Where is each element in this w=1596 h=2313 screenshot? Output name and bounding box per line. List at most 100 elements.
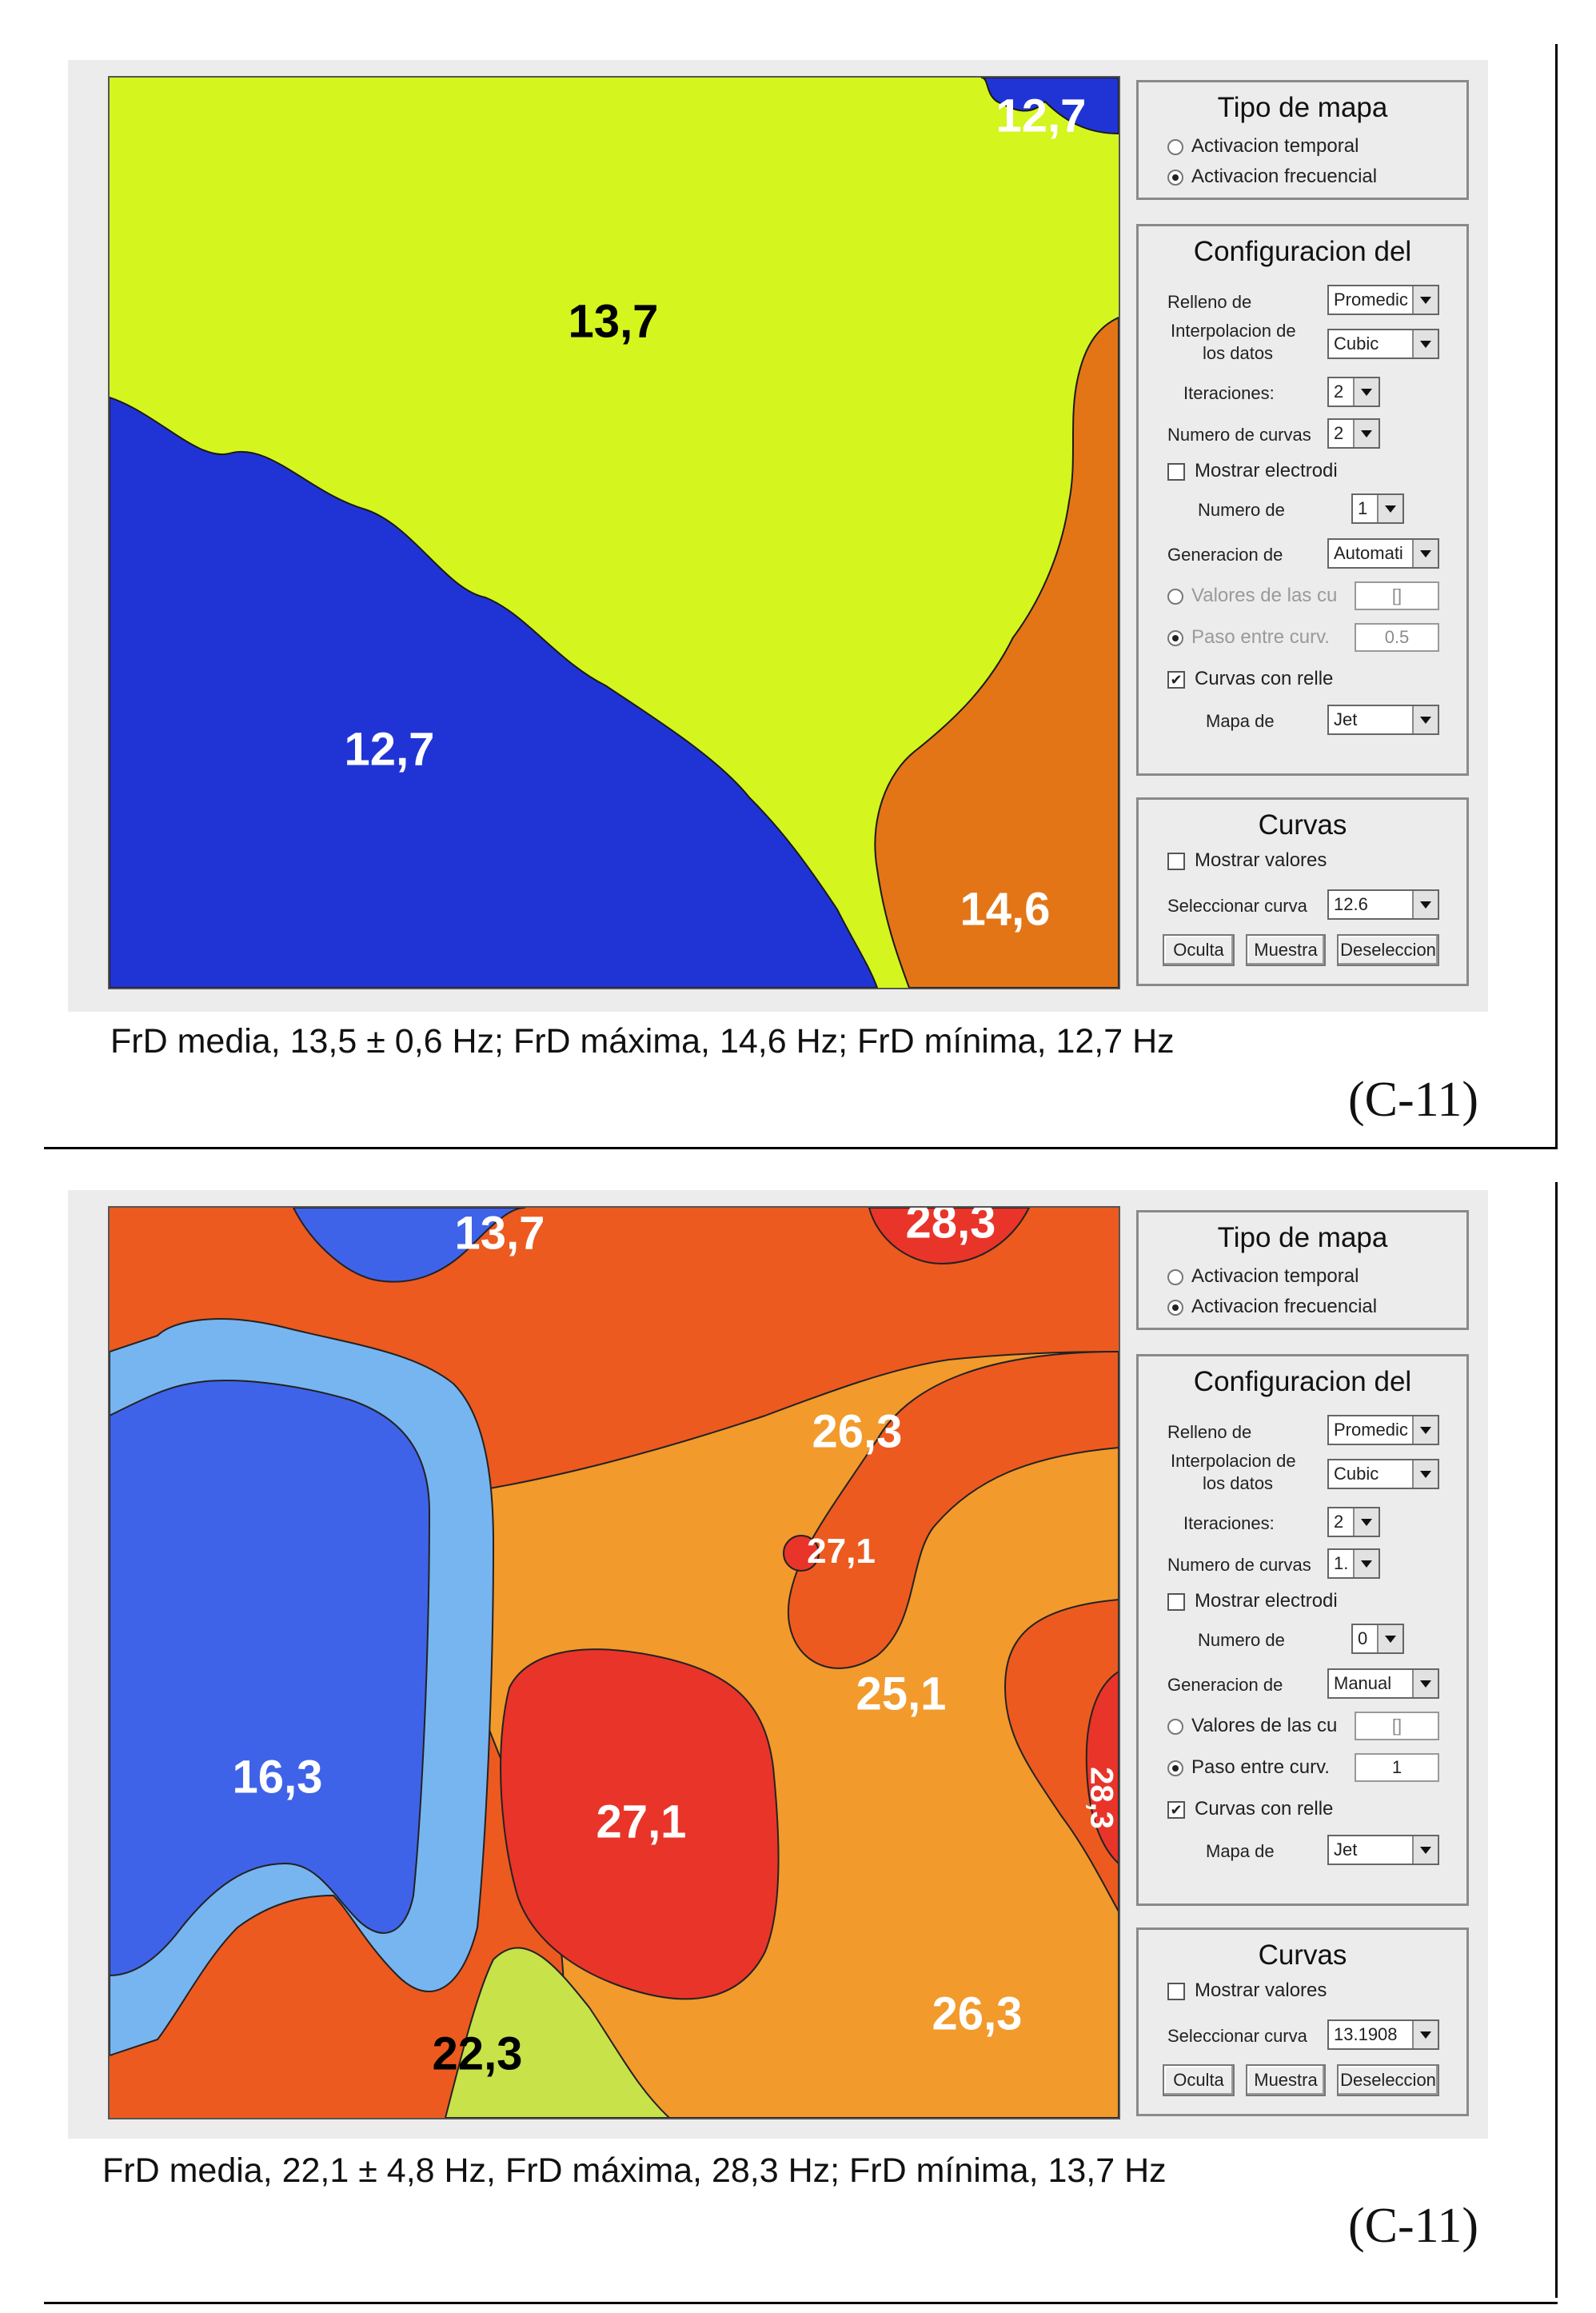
map-value-label: 13,7 [454, 1207, 545, 1260]
map-region-red-top [868, 1208, 1031, 1265]
iteraciones-label: Iteraciones: [1183, 1513, 1275, 1533]
select-value: Automati [1334, 543, 1403, 563]
oculta-button[interactable]: Oculta [1163, 2064, 1235, 2096]
figure-tag: (C-11) [1348, 1073, 1478, 1127]
chevron-down-icon[interactable] [1412, 1460, 1438, 1488]
curvas-relleno-checkbox[interactable]: ✔ Curvas con relle [1167, 1798, 1333, 1820]
select-value: 2 [1334, 423, 1344, 443]
relleno-select[interactable]: Promedic [1327, 285, 1439, 315]
radio-icon[interactable] [1167, 588, 1183, 605]
numero-curvas-select[interactable]: 2 [1327, 418, 1380, 449]
curvas-relleno-checkbox[interactable]: ✔ Curvas con relle [1167, 668, 1333, 690]
radio-valores[interactable]: Valores de las cu [1167, 585, 1337, 607]
radio-icon[interactable] [1167, 1760, 1183, 1776]
checkbox-icon[interactable] [1167, 1592, 1185, 1611]
seleccionar-curva-select[interactable]: 12.6 [1327, 889, 1439, 920]
seleccionar-curva-label: Seleccionar curva [1167, 2026, 1307, 2046]
iteraciones-select[interactable]: 2 [1327, 377, 1380, 407]
oculta-button[interactable]: Oculta [1163, 934, 1235, 966]
select-value: 1. [1334, 1553, 1349, 1573]
mostrar-valores-checkbox[interactable]: Mostrar valores [1167, 1979, 1327, 2002]
activation-map[interactable]: 12,7 13,7 12,7 14,6 [108, 76, 1120, 989]
generacion-select[interactable]: Automati [1327, 538, 1439, 569]
checkbox-icon[interactable] [1167, 852, 1185, 870]
activation-map[interactable]: 13,7 28,3 26,3 27,1 25,1 16,3 27,1 28,3 … [108, 1206, 1120, 2119]
map-value-label: 28,3 [1083, 1767, 1119, 1829]
map-value-label: 22,3 [432, 2027, 523, 2080]
chevron-down-icon[interactable] [1412, 706, 1438, 733]
mostrar-valores-checkbox[interactable]: Mostrar valores [1167, 849, 1327, 872]
mostrar-electrodos-checkbox[interactable]: Mostrar electrodi [1167, 460, 1338, 482]
deseleccion-button[interactable]: Deseleccion [1337, 2064, 1439, 2096]
map-value-label: 12,7 [344, 723, 435, 776]
map-region-yellow-green [444, 1947, 671, 2118]
figure-caption: FrD media, 13,5 ± 0,6 Hz; FrD máxima, 14… [110, 1022, 1175, 1061]
checkbox-icon[interactable]: ✔ [1167, 670, 1185, 689]
chevron-down-icon[interactable] [1353, 1550, 1379, 1577]
radio-icon[interactable] [1167, 169, 1183, 186]
checkbox-icon[interactable] [1167, 1982, 1185, 2000]
map-value-label: 27,1 [596, 1796, 687, 1848]
chevron-down-icon[interactable] [1412, 540, 1438, 567]
mapa-de-select[interactable]: Jet [1327, 705, 1439, 735]
select-value: Jet [1334, 1840, 1358, 1860]
select-value: 2 [1334, 382, 1344, 401]
map-region-blue-corner [980, 78, 1119, 135]
radio-paso[interactable]: Paso entre curv. [1167, 626, 1330, 649]
mapa-de-select[interactable]: Jet [1327, 1835, 1439, 1865]
select-value: 1 [1358, 498, 1368, 518]
interpolacion-select[interactable]: Cubic [1327, 1459, 1439, 1489]
chevron-down-icon[interactable] [1353, 378, 1379, 405]
muestra-button[interactable]: Muestra [1246, 2064, 1326, 2096]
seleccionar-curva-label: Seleccionar curva [1167, 896, 1307, 916]
chevron-down-icon[interactable] [1412, 330, 1438, 358]
iteraciones-select[interactable]: 2 [1327, 1507, 1380, 1537]
radio-valores[interactable]: Valores de las cu [1167, 1715, 1337, 1737]
relleno-label: Relleno de [1167, 292, 1252, 312]
chevron-down-icon[interactable] [1412, 1416, 1438, 1444]
radio-icon[interactable] [1167, 1268, 1183, 1285]
mostrar-electrodos-checkbox[interactable]: Mostrar electrodi [1167, 1590, 1338, 1612]
frame-right-line [1555, 1182, 1558, 2298]
radio-activacion-frecuencial[interactable]: Activacion frecuencial [1167, 1296, 1377, 1318]
chevron-down-icon[interactable] [1353, 420, 1379, 447]
paso-input[interactable]: 1 [1355, 1753, 1439, 1782]
deseleccion-button[interactable]: Deseleccion [1337, 934, 1439, 966]
chevron-down-icon[interactable] [1377, 1625, 1402, 1652]
checkbox-icon[interactable]: ✔ [1167, 1800, 1185, 1819]
paso-input[interactable]: 0.5 [1355, 623, 1439, 652]
app-window: 13,7 28,3 26,3 27,1 25,1 16,3 27,1 28,3 … [68, 1190, 1488, 2139]
numero-de-select[interactable]: 1 [1351, 493, 1404, 524]
panel-title: Tipo de mapa [1217, 92, 1388, 123]
relleno-select[interactable]: Promedic [1327, 1415, 1439, 1445]
radio-icon[interactable] [1167, 1299, 1183, 1316]
interpolacion-select[interactable]: Cubic [1327, 329, 1439, 359]
radio-activacion-frecuencial[interactable]: Activacion frecuencial [1167, 166, 1377, 188]
radio-activacion-temporal[interactable]: Activacion temporal [1167, 1265, 1359, 1288]
checkbox-icon[interactable] [1167, 462, 1185, 481]
chevron-down-icon[interactable] [1412, 286, 1438, 314]
radio-icon[interactable] [1167, 138, 1183, 155]
chevron-down-icon[interactable] [1353, 1508, 1379, 1536]
chevron-down-icon[interactable] [1377, 495, 1402, 522]
chevron-down-icon[interactable] [1412, 2021, 1438, 2048]
muestra-button[interactable]: Muestra [1246, 934, 1326, 966]
seleccionar-curva-select[interactable]: 13.1908 [1327, 2019, 1439, 2050]
chevron-down-icon[interactable] [1412, 1670, 1438, 1697]
generacion-select[interactable]: Manual [1327, 1668, 1439, 1699]
radio-icon[interactable] [1167, 629, 1183, 646]
frame-bottom-line [44, 1147, 1558, 1149]
numero-de-select[interactable]: 0 [1351, 1624, 1404, 1654]
radio-activacion-temporal[interactable]: Activacion temporal [1167, 135, 1359, 158]
panel-curvas: Curvas Mostrar valores Seleccionar curva… [1136, 797, 1469, 986]
valores-input[interactable]: [] [1355, 581, 1439, 610]
panel-title: Configuracion del [1193, 236, 1412, 267]
valores-input[interactable]: [] [1355, 1712, 1439, 1740]
radio-icon[interactable] [1167, 1718, 1183, 1735]
map-value-label: 28,3 [905, 1206, 996, 1248]
numero-curvas-select[interactable]: 1. [1327, 1548, 1380, 1579]
interpolacion-label: Interpolacion de [1171, 1451, 1296, 1471]
radio-paso[interactable]: Paso entre curv. [1167, 1756, 1330, 1779]
chevron-down-icon[interactable] [1412, 891, 1438, 918]
chevron-down-icon[interactable] [1412, 1836, 1438, 1864]
